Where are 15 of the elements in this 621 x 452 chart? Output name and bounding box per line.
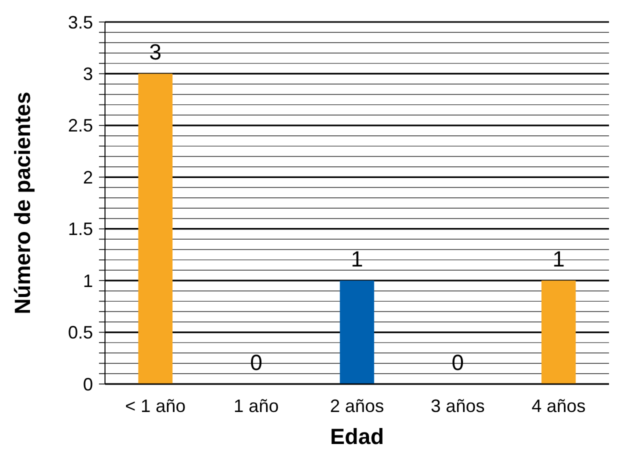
y-tick-label: 2.5: [68, 116, 93, 136]
y-tick-label: 2: [82, 167, 93, 188]
y-tick-label: 1.5: [68, 219, 93, 240]
x-tick-label: < 1 año: [125, 396, 186, 416]
x-tick-label: 2 años: [330, 396, 384, 416]
y-tick-label: 0.5: [68, 322, 93, 343]
y-tick-label: 1: [82, 270, 93, 291]
x-tick-label: 1 año: [234, 396, 279, 416]
y-tick-label: 0: [82, 374, 93, 394]
y-axis-title: Número de pacientes: [10, 92, 35, 314]
x-tick-label: 4 años: [532, 396, 586, 416]
y-tick-label: 3: [82, 64, 93, 84]
x-tick-label: 3 años: [430, 396, 485, 416]
y-tick-label: 3.5: [68, 12, 93, 32]
x-axis-title: Edad: [330, 424, 384, 449]
